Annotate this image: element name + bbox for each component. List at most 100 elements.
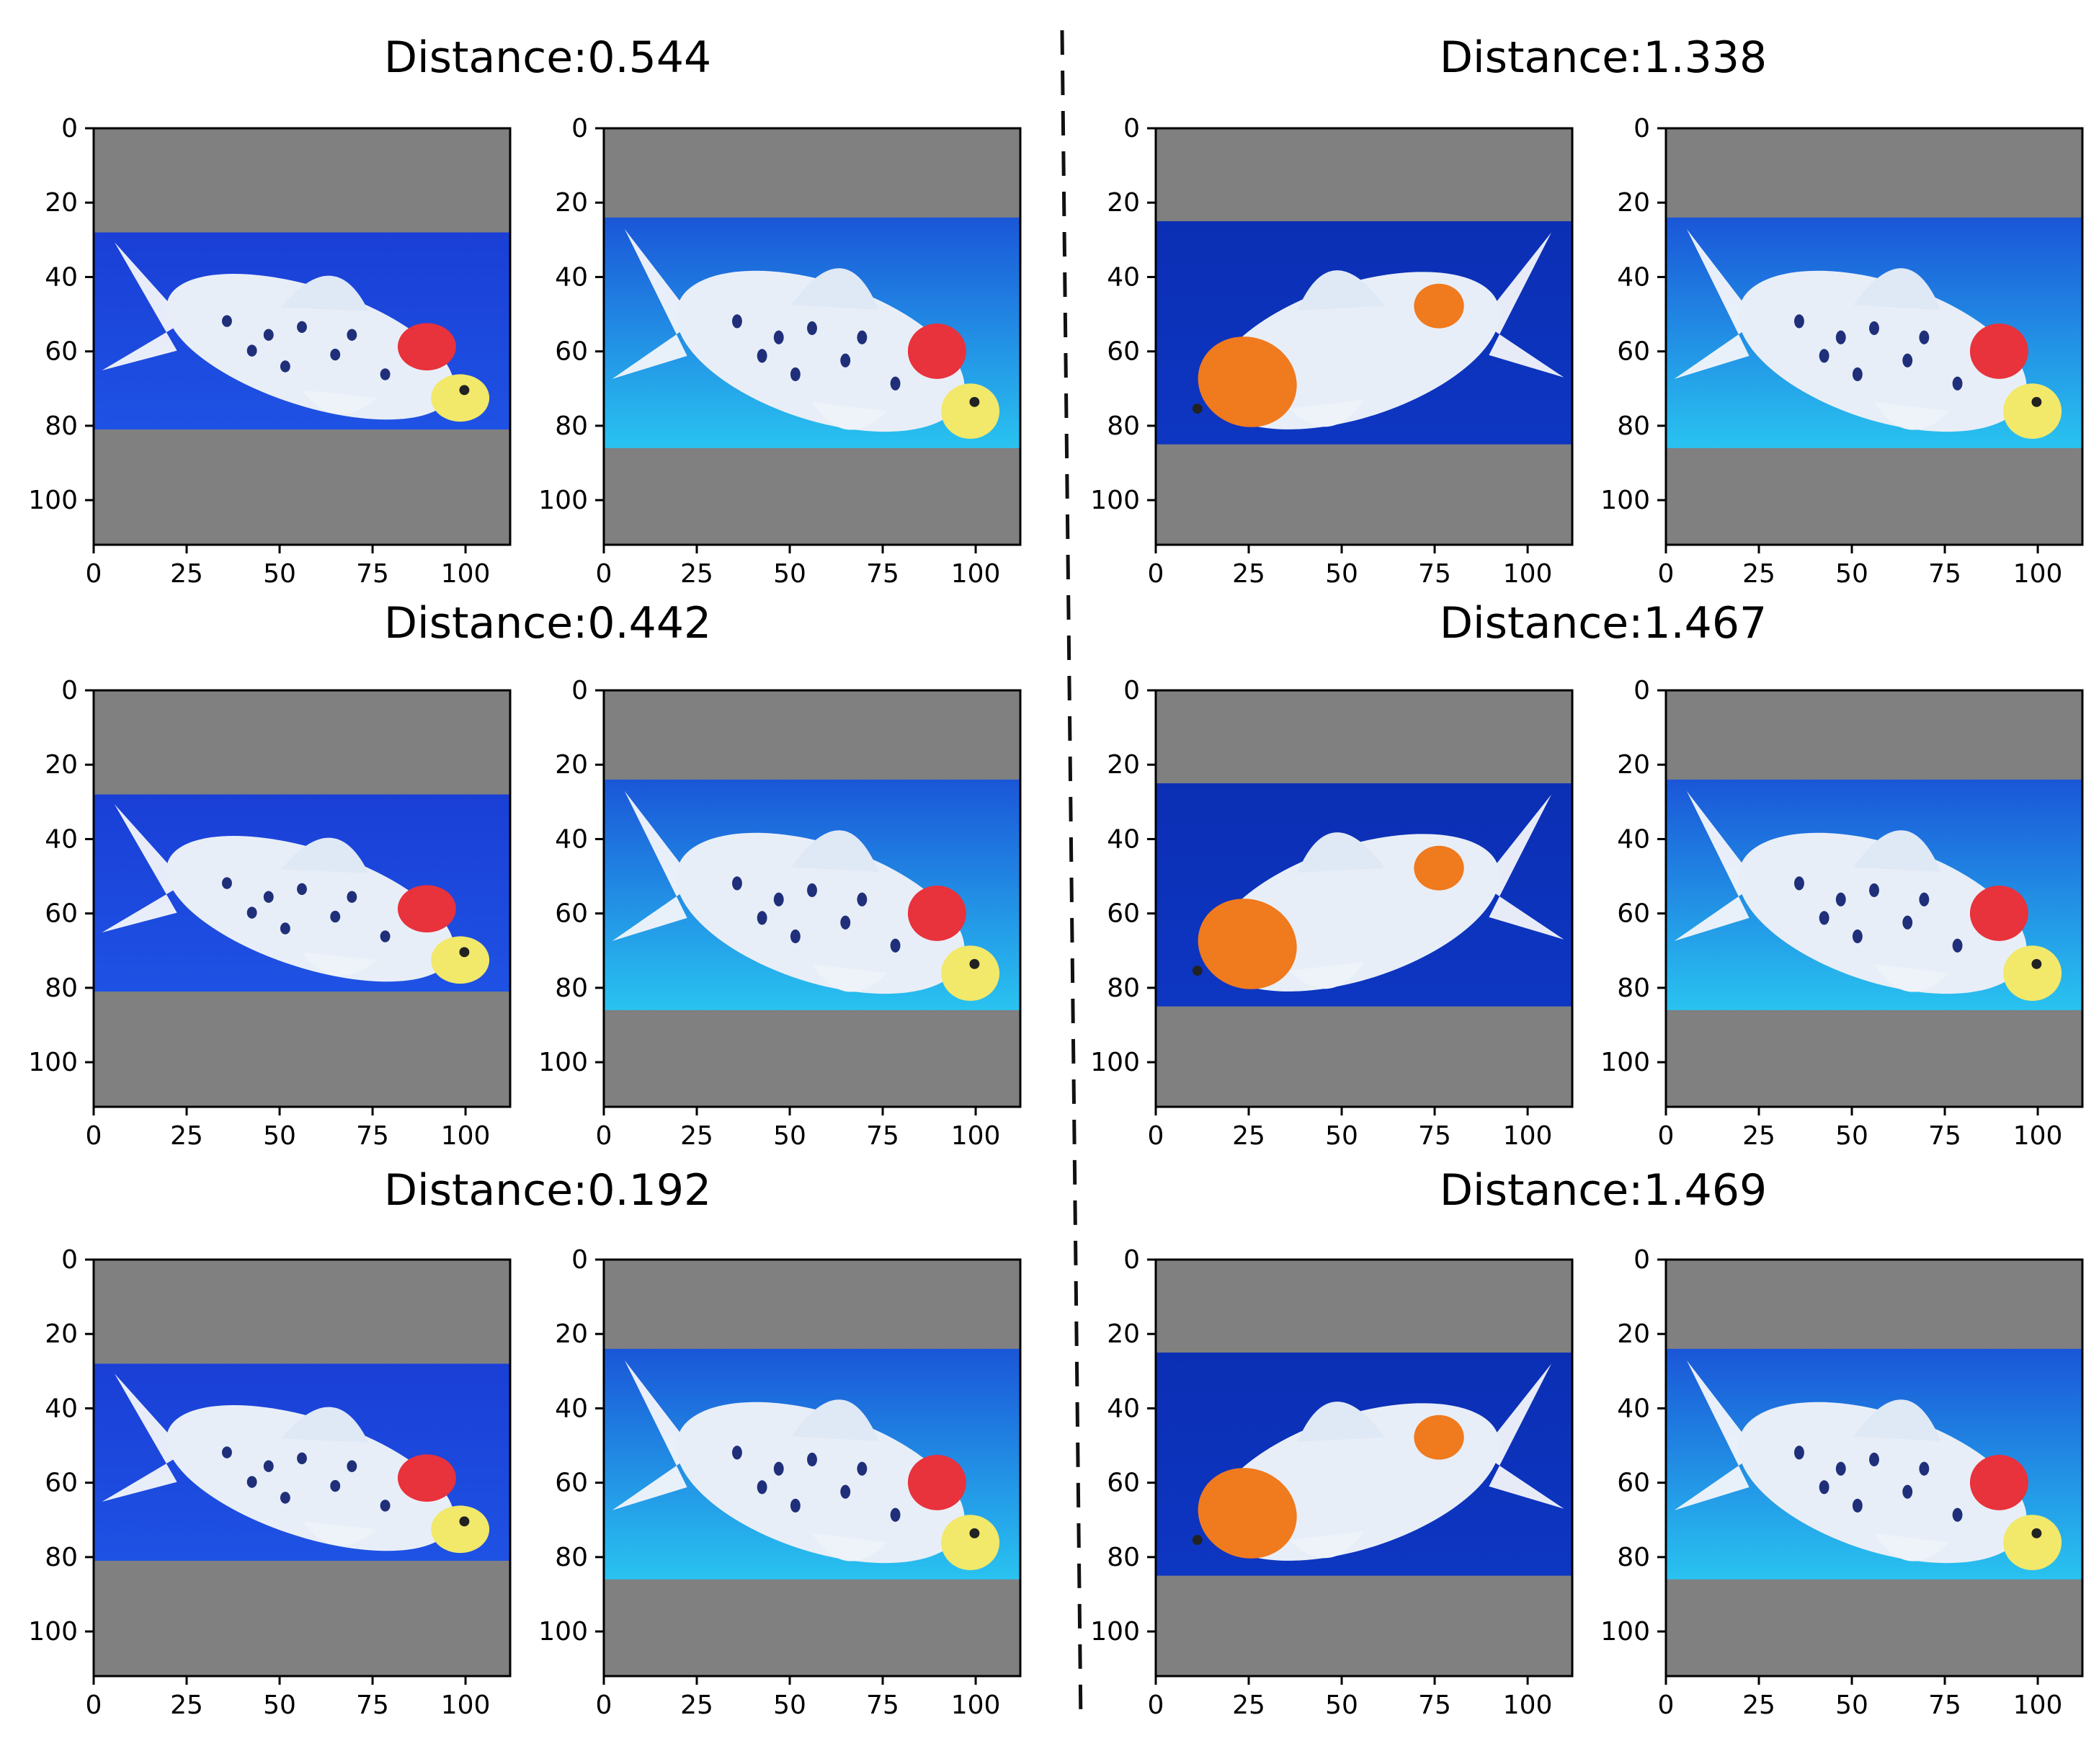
- fish-tail: [1674, 1360, 1758, 1510]
- fish-fin: [1853, 1399, 1941, 1441]
- fish-tail: [612, 1360, 696, 1510]
- fish-image: [102, 1373, 490, 1554]
- x-tick-label: 50: [773, 1690, 806, 1720]
- x-tick-label: 0: [1148, 559, 1164, 589]
- fish-spot: [1952, 376, 1963, 391]
- pair-title: Distance:1.338: [1440, 32, 1767, 83]
- x-tick-label: 0: [1658, 559, 1675, 589]
- fish: [102, 804, 490, 984]
- y-tick-label: 60: [45, 899, 78, 929]
- fish-body: [166, 1405, 455, 1551]
- x-tick-label: 75: [1928, 1121, 1961, 1151]
- fish-fin: [1297, 1402, 1385, 1442]
- x-tick-label: 75: [866, 1690, 899, 1720]
- fish-spot: [246, 344, 257, 357]
- x-tick-label: 50: [773, 559, 806, 589]
- y-tick-label: 0: [571, 114, 588, 143]
- fish: [612, 790, 1000, 1002]
- y-tick-label: 60: [1617, 1469, 1650, 1498]
- fish-spot: [857, 330, 868, 344]
- x-tick-label: 50: [263, 559, 296, 589]
- x-tick-label: 0: [596, 1121, 612, 1151]
- fish-spot: [1819, 1480, 1829, 1494]
- y-tick-label: 0: [1633, 676, 1650, 705]
- y-tick-label: 60: [555, 899, 588, 929]
- y-tick-label: 100: [1600, 486, 1650, 515]
- fish-fin: [1297, 832, 1385, 873]
- y-tick-label: 0: [1123, 676, 1140, 705]
- fish-spot: [857, 892, 868, 906]
- fish-fin: [791, 268, 879, 310]
- fish-fin: [1874, 1533, 1950, 1562]
- x-tick-label: 0: [86, 559, 102, 589]
- x-tick-label: 100: [2013, 559, 2063, 589]
- y-tick-label: 0: [571, 676, 588, 705]
- fish-spot: [732, 876, 742, 891]
- fish-spot: [790, 929, 801, 944]
- x-tick-label: 75: [356, 559, 389, 589]
- y-tick-label: 100: [28, 1048, 78, 1077]
- fish-tail: [102, 1373, 186, 1502]
- y-tick-label: 80: [555, 411, 588, 441]
- axes-frame: [1664, 689, 2084, 1108]
- fish-fin: [812, 963, 888, 992]
- fish-fin: [281, 837, 369, 873]
- x-tick-label: 25: [680, 1690, 713, 1720]
- fish-fin: [1853, 268, 1941, 310]
- fish-spot: [347, 1460, 357, 1472]
- x-tick-label: 100: [441, 1690, 491, 1720]
- y-tick-label: 100: [1600, 1048, 1650, 1077]
- x-tick-label: 50: [1835, 1690, 1868, 1720]
- x-tick-label: 50: [1835, 559, 1868, 589]
- fish-image: [1674, 228, 2062, 440]
- x-tick-label: 100: [1503, 559, 1553, 589]
- y-tick-label: 60: [555, 337, 588, 367]
- fish-spot: [840, 1484, 851, 1499]
- fish-spot: [1819, 911, 1829, 925]
- pair-title: Distance:1.467: [1440, 598, 1767, 649]
- fish-spot: [330, 1479, 341, 1492]
- x-tick-label: 0: [86, 1121, 102, 1151]
- fish-spot: [890, 938, 901, 953]
- y-tick-label: 40: [1617, 1394, 1650, 1423]
- orange-patch: [1414, 283, 1464, 329]
- y-tick-label: 100: [28, 1617, 78, 1647]
- y-tick-label: 80: [555, 974, 588, 1003]
- y-tick-label: 80: [45, 974, 78, 1003]
- fish-spot: [807, 883, 817, 898]
- y-tick-label: 60: [555, 1469, 588, 1498]
- fish-fin: [1297, 270, 1385, 311]
- y-tick-label: 60: [1107, 1469, 1140, 1498]
- x-tick-label: 50: [773, 1121, 806, 1151]
- axes-frame: [1664, 127, 2084, 546]
- fish-spot: [1902, 353, 1913, 368]
- fish: [102, 242, 490, 422]
- fish: [1192, 794, 1564, 992]
- fish-image: [612, 790, 1000, 1002]
- fish-body: [1738, 832, 2027, 994]
- y-tick-label: 20: [555, 1319, 588, 1349]
- fish-fin: [791, 1399, 879, 1441]
- distance-pair: Distance:0.442 0 20 40 60 80 100 0 25 50 75 100 0 20 4…: [28, 598, 1022, 1151]
- image-axes: 0 20 40 60 80 100 0 25 50 75 100: [1600, 114, 2084, 589]
- y-tick-label: 40: [45, 824, 78, 854]
- fish: [612, 1360, 1000, 1571]
- red-patch: [397, 323, 456, 370]
- x-tick-label: 75: [356, 1690, 389, 1720]
- x-tick-label: 25: [170, 559, 203, 589]
- x-tick-label: 50: [1325, 559, 1358, 589]
- y-tick-label: 40: [1107, 262, 1140, 292]
- fish: [1674, 1360, 2062, 1571]
- y-tick-label: 20: [45, 188, 78, 218]
- fish-spot: [1794, 314, 1804, 329]
- fish-eye: [1192, 966, 1203, 976]
- fish-eye: [2031, 1528, 2042, 1538]
- fish-spot: [790, 1498, 801, 1513]
- y-tick-label: 20: [1107, 750, 1140, 780]
- fish-eye: [969, 1528, 980, 1538]
- fish-image: [1192, 1363, 1564, 1561]
- fish-image: [1674, 1360, 2062, 1571]
- fish-spot: [1794, 876, 1804, 891]
- fish-spot: [1852, 367, 1863, 382]
- fish-spot: [280, 922, 290, 935]
